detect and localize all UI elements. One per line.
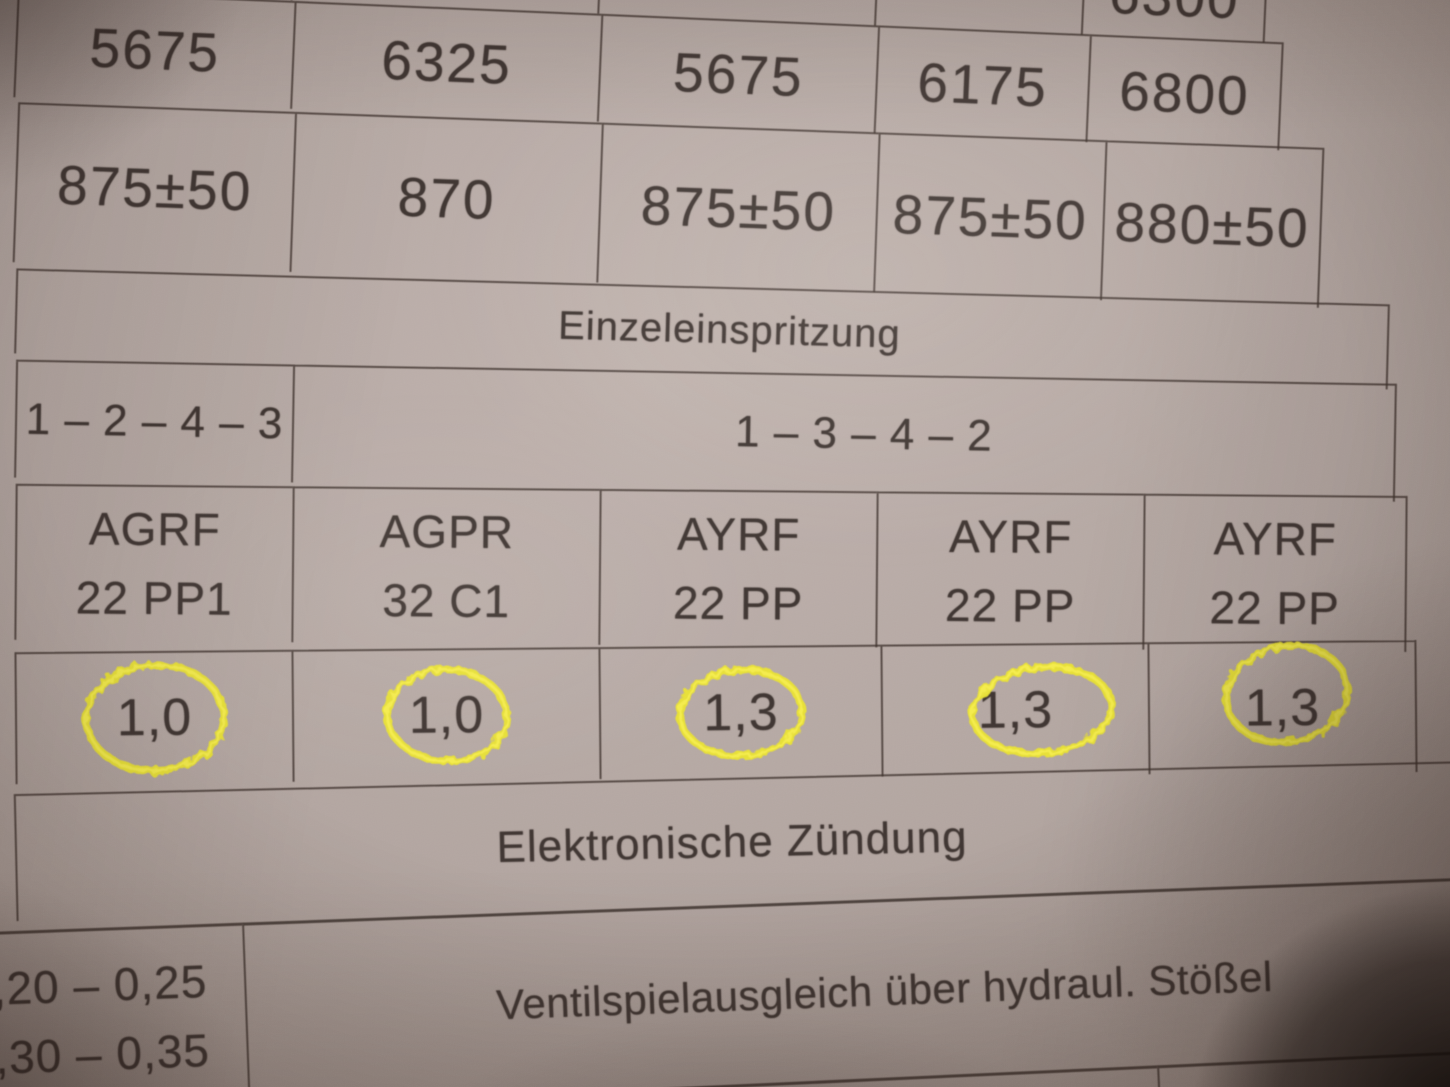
table-cell: 5675: [596, 13, 879, 134]
plug-code-line: AYRF: [676, 507, 801, 561]
plug-code-line: AYRF: [948, 509, 1073, 564]
table-cell: 1,0: [291, 647, 600, 782]
sequence-right: 1 – 3 – 4 – 2: [291, 364, 1397, 502]
sequence-left: 1 – 2 – 4 – 3: [14, 359, 294, 483]
table-cell: 870: [289, 111, 602, 283]
table-cell: 6800: [1085, 34, 1284, 151]
table-cell: 875±50: [12, 102, 296, 272]
table-cell: 1,3: [880, 642, 1149, 777]
plug-code-line: 32 C1: [382, 574, 511, 628]
table-cell: AYRF 22 PP: [875, 491, 1144, 650]
plug-code-line: 22 PP: [944, 578, 1076, 633]
plug-code-line: 22 PP1: [75, 571, 233, 625]
circled-value: 1,3: [1244, 678, 1321, 738]
table-row-sequence: 1 – 2 – 4 – 3 1 – 3 – 4 – 2: [0, 358, 1450, 504]
circled-value: 1,3: [703, 683, 779, 743]
table-cell: 5675: [13, 0, 295, 109]
page-margin: [0, 483, 16, 640]
circled-value: 1,3: [977, 681, 1054, 740]
table-cell: 6175: [873, 25, 1090, 143]
plug-code-line: AYRF: [1213, 512, 1338, 566]
table-cell: 1,3: [1147, 639, 1418, 775]
circled-value: 1,0: [116, 688, 193, 748]
table-cell: AGPR 32 C1: [291, 486, 600, 645]
page-margin: [0, 652, 16, 785]
plug-code-line: AGPR: [379, 504, 515, 559]
table-cell: AYRF 22 PP: [598, 488, 877, 648]
table-row-circled-values: 1,0 1,0 1,3: [0, 639, 1450, 785]
table-cell: AYRF 22 PP: [1142, 493, 1408, 652]
plug-code-line: 22 PP: [672, 576, 804, 630]
table-cell: 6325: [290, 0, 602, 122]
table-cell: AGRF 22 PP1: [14, 483, 293, 643]
circled-value: 1,0: [408, 686, 485, 745]
valve-value-line: 0,30 – 0,35: [0, 1023, 211, 1085]
table-cell: 875±50: [873, 132, 1106, 301]
valve-values: 0,20 – 0,25 0,30 – 0,35: [0, 922, 249, 1087]
table-row-plug-codes: AGRF 22 PP1 AGPR 32 C1 AYRF 22 PP AYRF 22 PP…: [0, 483, 1450, 653]
table-cell: 1,0: [14, 649, 293, 785]
table-cell: 880±50: [1099, 140, 1325, 308]
plug-code-line: 22 PP: [1209, 581, 1341, 635]
valve-value-line: 0,20 – 0,25: [0, 954, 209, 1016]
plug-code-line: AGRF: [88, 502, 221, 556]
table-cell: 875±50: [596, 122, 879, 293]
table-cell: 1,3: [598, 644, 882, 780]
